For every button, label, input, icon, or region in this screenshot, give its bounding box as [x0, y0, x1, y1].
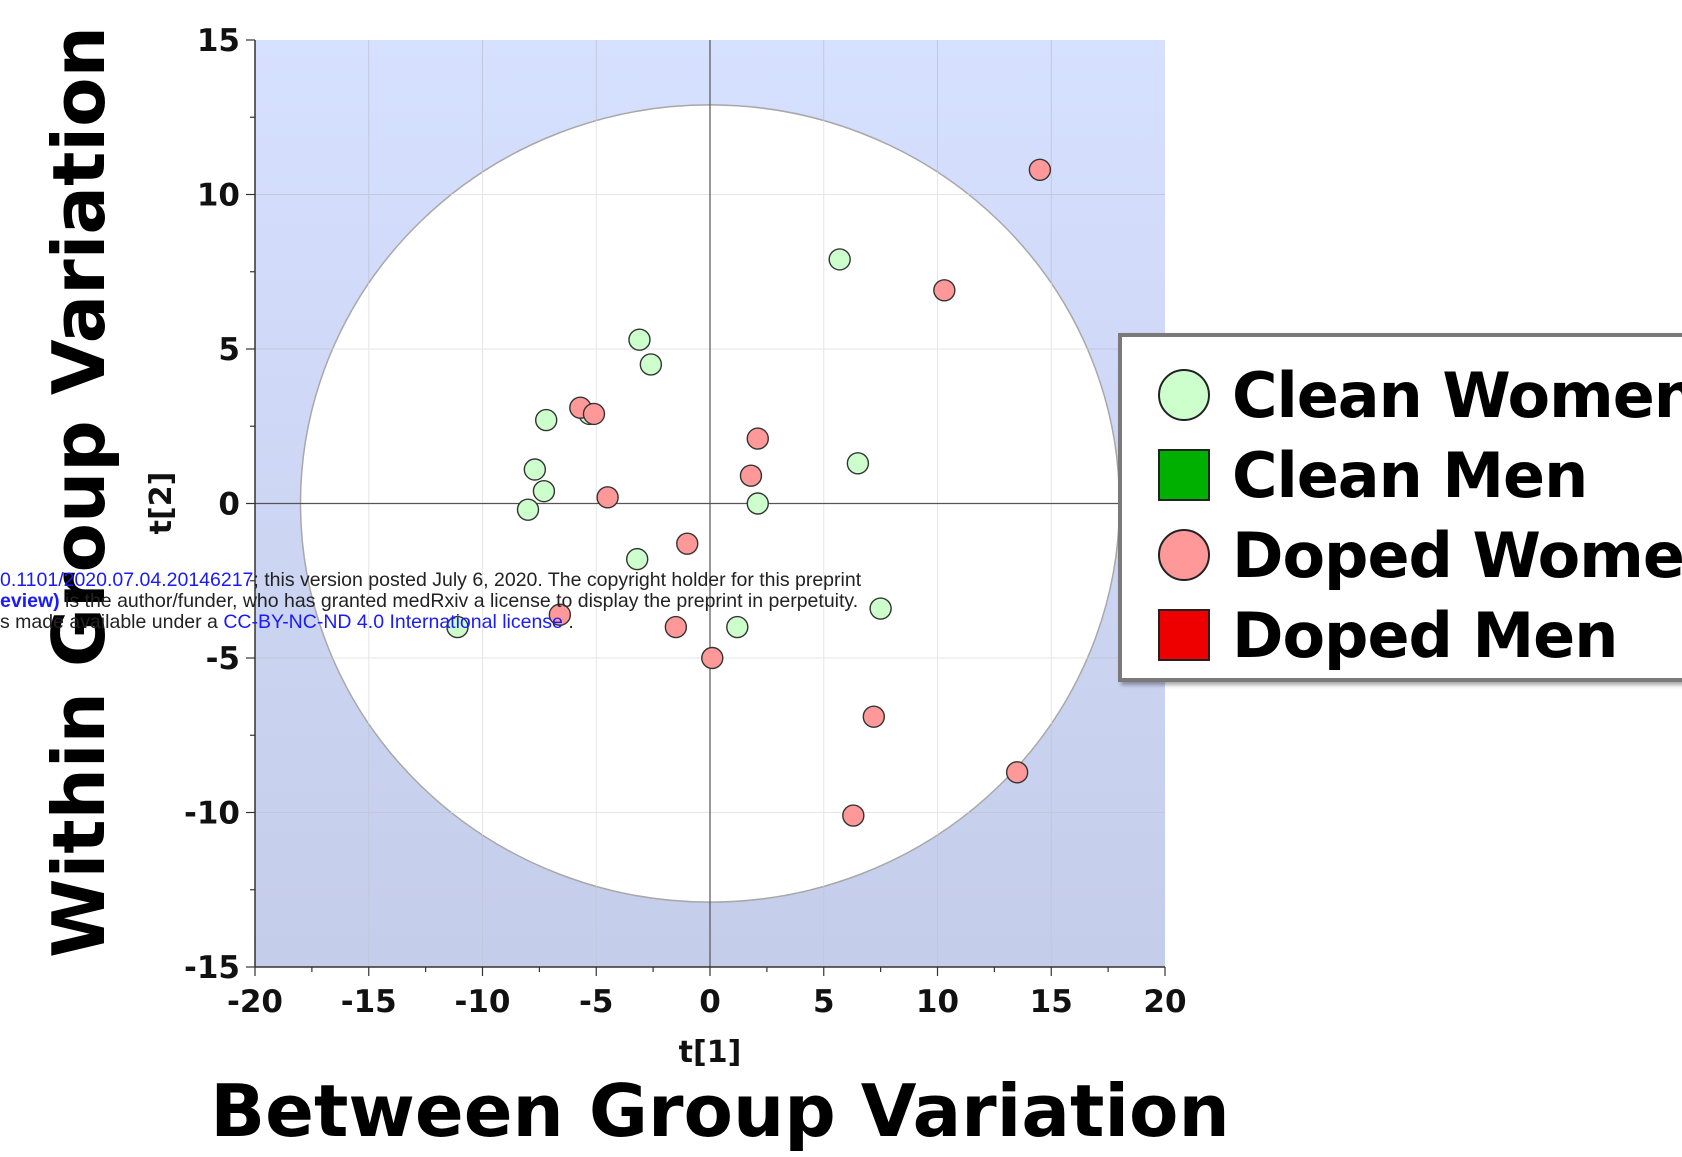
legend-square-icon	[1158, 609, 1210, 661]
point-doped-women	[701, 646, 724, 670]
point-doped-women	[1005, 761, 1029, 784]
y-axis-label: t[2]	[144, 472, 179, 535]
preprint-watermark: 0.1101/2020.07.04.20146217; this version…	[0, 570, 1000, 633]
x-tick-label: -15	[341, 984, 397, 1020]
point-clean-women	[446, 615, 469, 639]
y-tick-label: 0	[218, 487, 240, 523]
watermark-line-2: eview) is the author/funder, who has gra…	[0, 591, 1000, 612]
legend-circle-icon	[1158, 529, 1210, 581]
point-clean-women	[726, 615, 749, 639]
legend-label: Doped Women	[1232, 518, 1682, 592]
legend-item-doped-women: Doped Women	[1158, 517, 1682, 593]
legend-square-icon	[1158, 449, 1210, 501]
x-tick-label: 20	[1143, 984, 1186, 1020]
point-clean-women	[535, 408, 558, 432]
legend-item-doped-men: Doped Men	[1158, 597, 1618, 673]
point-clean-women	[639, 353, 663, 376]
legend-item-clean-men: Clean Men	[1158, 437, 1588, 513]
legend-label: Clean Women	[1232, 358, 1682, 432]
y-tick-label: -10	[184, 796, 240, 832]
x-tick-label: 10	[916, 984, 959, 1020]
point-doped-women	[862, 705, 885, 728]
point-doped-women	[582, 402, 606, 426]
point-clean-women	[532, 479, 556, 503]
point-clean-women	[846, 452, 870, 475]
y-tick-label: -5	[206, 641, 240, 677]
point-clean-women	[626, 547, 649, 571]
y-tick-label: 15	[197, 23, 240, 59]
x-axis-label: t[1]	[679, 1035, 742, 1070]
legend-label: Clean Men	[1232, 438, 1588, 512]
point-doped-women	[548, 603, 572, 626]
point-doped-women	[664, 615, 688, 639]
point-clean-women	[746, 492, 769, 515]
legend-item-clean-women: Clean Women	[1158, 357, 1682, 433]
watermark-text: is the author/funder, who has granted me…	[59, 590, 859, 612]
point-doped-women	[1028, 158, 1052, 181]
point-clean-women	[628, 328, 651, 351]
review-link[interactable]: eview)	[0, 590, 60, 612]
watermark-text: .	[562, 611, 574, 633]
point-doped-women	[676, 532, 699, 555]
point-clean-women	[869, 597, 892, 620]
x-tick-label: 0	[699, 984, 721, 1020]
point-doped-women	[933, 279, 956, 302]
y-tick-label: 5	[218, 332, 240, 368]
zero-lines	[255, 40, 1165, 967]
point-clean-women	[523, 458, 547, 481]
watermark-text: s made available under a	[0, 611, 224, 633]
chart-legend: Clean Women Clean Men Doped Women Doped …	[1118, 333, 1682, 682]
outer-x-axis-title: Between Group Variation	[210, 1069, 1230, 1153]
outer-y-axis-title: Within Group Variation	[37, 26, 121, 958]
watermark-line-1: 0.1101/2020.07.04.20146217; this version…	[0, 570, 1000, 591]
point-clean-women	[828, 248, 851, 271]
legend-circle-icon	[1158, 369, 1210, 421]
point-doped-women	[596, 486, 619, 509]
point-doped-women	[739, 464, 763, 487]
x-tick-label: -20	[227, 984, 283, 1020]
x-tick-label: -10	[454, 984, 510, 1020]
point-doped-women	[842, 804, 865, 827]
watermark-text: ; this version posted July 6, 2020. The …	[253, 570, 862, 591]
data-points	[446, 158, 1052, 827]
point-clean-women	[516, 498, 540, 521]
x-tick-label: -5	[579, 984, 613, 1020]
x-tick-label: 15	[1030, 984, 1073, 1020]
point-doped-women	[746, 427, 769, 450]
x-tick-label: 5	[813, 984, 835, 1020]
legend-label: Doped Men	[1232, 598, 1618, 672]
watermark-line-3: s made available under a CC-BY-NC-ND 4.0…	[0, 612, 1000, 633]
y-tick-label: -15	[184, 950, 240, 986]
license-link[interactable]: CC-BY-NC-ND 4.0 International license	[223, 611, 563, 633]
doi-link[interactable]: 0.1101/2020.07.04.20146217	[0, 570, 254, 591]
y-tick-label: 10	[197, 178, 240, 214]
